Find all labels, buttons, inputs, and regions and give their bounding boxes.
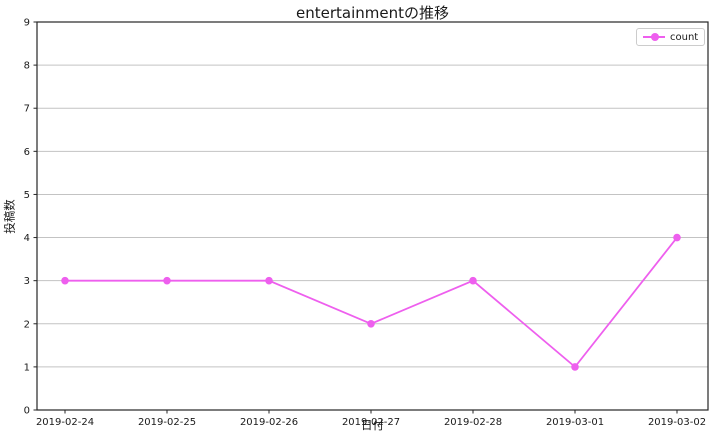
data-point — [673, 233, 681, 242]
data-point — [469, 276, 477, 285]
y-tick-label: 5 — [24, 190, 30, 201]
x-axis-label: 日付 — [361, 418, 384, 432]
legend-label: count — [670, 31, 699, 43]
chart-title: entertainmentの推移 — [296, 4, 449, 22]
y-tick-label: 9 — [24, 18, 30, 29]
y-tick-label: 3 — [24, 276, 30, 287]
axes-frame — [36, 21, 709, 411]
x-tick-label: 2019-03-01 — [546, 417, 604, 428]
y-tick-label: 4 — [24, 233, 30, 244]
legend: count — [636, 28, 706, 46]
data-point — [571, 363, 579, 371]
data-line — [65, 236, 678, 369]
legend-marker-dot — [651, 33, 659, 41]
y-tick-label: 8 — [24, 61, 30, 72]
legend-line-marker-sample — [643, 32, 665, 42]
data-point — [163, 276, 171, 285]
x-tick-label: 2019-02-28 — [444, 417, 502, 428]
x-tick-label: 2019-02-25 — [138, 417, 196, 428]
data-point — [367, 319, 375, 328]
x-tick-label: 2019-02-24 — [36, 417, 94, 428]
x-tick-label: 2019-03-02 — [648, 417, 706, 428]
y-tick-label: 2 — [24, 319, 30, 330]
y-tick-label: 6 — [24, 147, 30, 158]
y-axis-label: 投稿数 — [2, 199, 17, 234]
x-tick-label: 2019-02-27 — [342, 417, 400, 428]
y-tick-label: 7 — [24, 104, 30, 115]
x-tick-label: 2019-02-26 — [240, 417, 298, 428]
data-point — [61, 276, 69, 285]
data-point — [265, 276, 273, 285]
y-tick-label: 0 — [24, 406, 30, 417]
y-tick-label: 1 — [24, 362, 30, 373]
